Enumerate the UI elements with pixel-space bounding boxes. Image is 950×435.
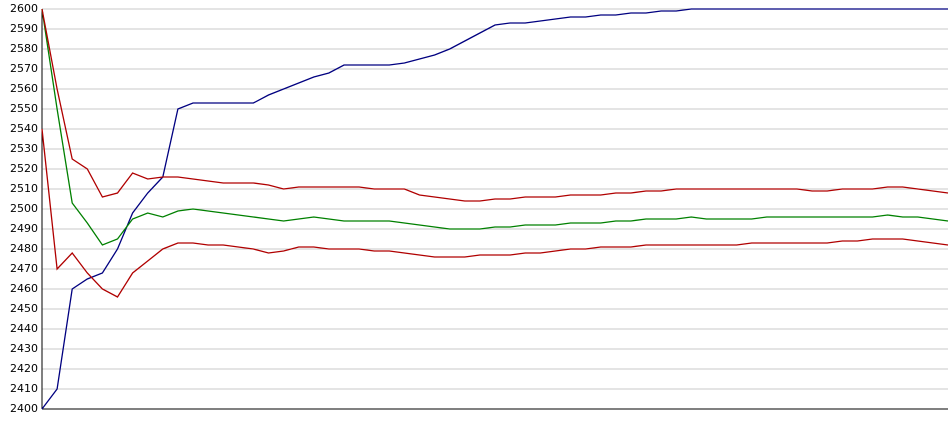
y-tick-label: 2550 — [10, 102, 38, 115]
y-tick-label: 2470 — [10, 262, 38, 275]
y-tick-label: 2530 — [10, 142, 38, 155]
y-tick-label: 2460 — [10, 282, 38, 295]
y-tick-label: 2510 — [10, 182, 38, 195]
y-tick-label: 2400 — [10, 402, 38, 415]
y-tick-label: 2540 — [10, 122, 38, 135]
y-tick-label: 2440 — [10, 322, 38, 335]
y-tick-label: 2560 — [10, 82, 38, 95]
y-tick-label: 2520 — [10, 162, 38, 175]
series-line — [41, 8, 948, 410]
y-tick-label: 2430 — [10, 342, 38, 355]
series-line — [41, 8, 949, 246]
y-tick-label: 2600 — [10, 2, 38, 15]
y-tick-label: 2580 — [10, 42, 38, 55]
y-tick-label: 2590 — [10, 22, 38, 35]
y-tick-label: 2480 — [10, 242, 38, 255]
series-line — [41, 128, 949, 298]
y-tick-label: 2410 — [10, 382, 38, 395]
series-line — [41, 8, 949, 202]
y-tick-label: 2490 — [10, 222, 38, 235]
y-tick-label: 2570 — [10, 62, 38, 75]
y-tick-label: 2450 — [10, 302, 38, 315]
y-tick-label: 2500 — [10, 202, 38, 215]
y-tick-label: 2420 — [10, 362, 38, 375]
